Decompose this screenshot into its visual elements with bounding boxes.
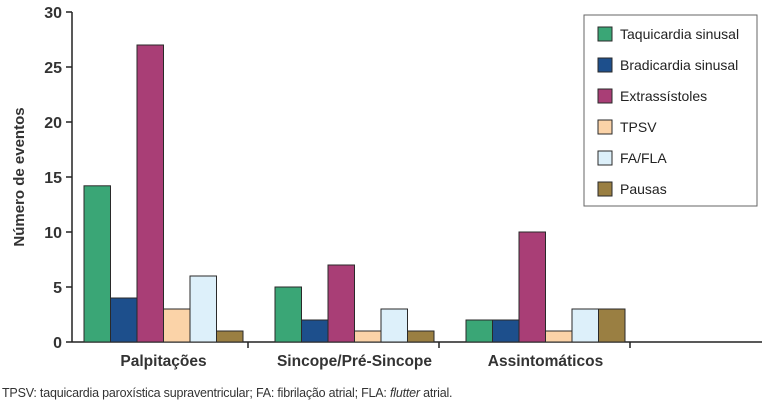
- bar-tpsv-2: [354, 330, 382, 343]
- footnote-italic: flutter: [389, 386, 420, 400]
- legend-swatch: [597, 88, 613, 104]
- bar-fa-fla-3: [571, 308, 599, 343]
- bar-pausas-3: [598, 308, 626, 343]
- legend-box: [583, 14, 758, 207]
- legend-label: Extrassístoles: [620, 88, 707, 104]
- y-tick-label: 5: [53, 280, 62, 297]
- x-axis: Palpitações Sincope/Pré-Sincope Assintomát…: [72, 341, 762, 370]
- bar-bradicardia-sinusal-3: [492, 319, 520, 343]
- y-tick-label: 30: [44, 5, 62, 22]
- bar-taquicardia-sinusal-3: [465, 319, 493, 343]
- y-tick-label: 10: [44, 225, 62, 242]
- bar-pausas-1: [216, 330, 244, 343]
- footnote: TPSV: taquicardia paroxística supraventr…: [2, 386, 453, 400]
- y-tick-label: 20: [44, 115, 62, 132]
- bars: [83, 44, 626, 343]
- bar-extrass-stoles-3: [518, 231, 546, 343]
- legend-swatch: [597, 181, 613, 197]
- legend-swatch: [597, 57, 613, 73]
- bar-tpsv-1: [163, 308, 191, 343]
- y-tick-label: 15: [44, 170, 62, 187]
- legend-label: Taquicardia sinusal: [620, 26, 739, 42]
- x-tick-label: Palpitações: [120, 353, 206, 370]
- y-axis: 0 5 10 15 20 25 30 Número de eventos: [11, 5, 73, 352]
- bar-bradicardia-sinusal-1: [110, 297, 138, 343]
- bar-fa-fla-1: [189, 275, 217, 343]
- x-tick-label: Assintomáticos: [488, 353, 603, 370]
- bar-fa-fla-2: [380, 308, 408, 343]
- y-tick-label: 25: [44, 60, 62, 77]
- legend-label: FA/FLA: [620, 150, 667, 166]
- bar-taquicardia-sinusal-1: [83, 185, 111, 343]
- y-axis-label: Número de eventos: [11, 107, 28, 246]
- y-tick-label: 0: [53, 335, 62, 352]
- bar-extrass-stoles-1: [136, 44, 164, 343]
- x-tick-label: Sincope/Pré-Sincope: [277, 353, 432, 370]
- legend-swatch: [597, 26, 613, 42]
- bar-tpsv-3: [545, 330, 573, 343]
- legend-label: TPSV: [620, 119, 657, 135]
- legend: Taquicardia sinusal Bradicardia sinusal Ex…: [583, 14, 758, 207]
- legend-label: Bradicardia sinusal: [620, 57, 738, 73]
- bar-taquicardia-sinusal-2: [274, 286, 302, 343]
- legend-label: Pausas: [620, 181, 667, 197]
- legend-swatch: [597, 119, 613, 135]
- bar-extrass-stoles-2: [327, 264, 355, 343]
- footnote-text: TPSV: taquicardia paroxística supraventr…: [2, 386, 390, 400]
- bar-bradicardia-sinusal-2: [301, 319, 329, 343]
- legend-swatch: [597, 150, 613, 166]
- bar-pausas-2: [407, 330, 435, 343]
- bar-chart: 0 5 10 15 20 25 30 Número de eventos Palpitaçõe…: [11, 5, 762, 370]
- footnote-end: atrial.: [419, 386, 453, 400]
